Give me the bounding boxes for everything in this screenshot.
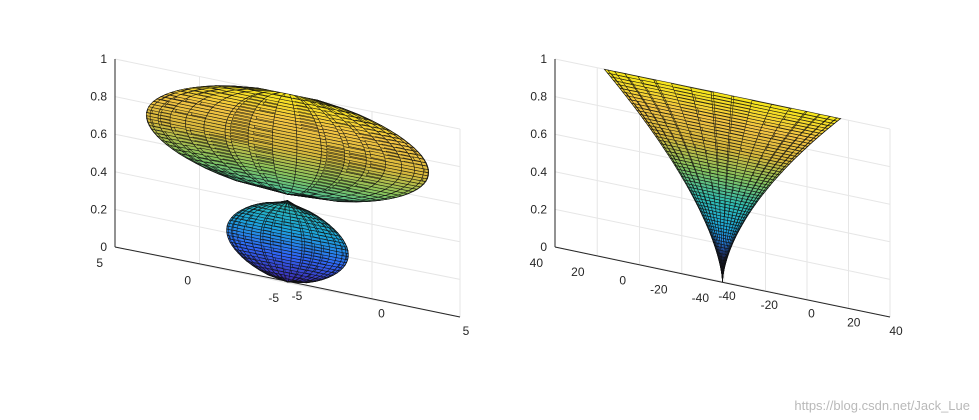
y-tick-label: -40 <box>692 291 710 305</box>
y-axis-line <box>554 246 722 283</box>
surface-patch <box>769 182 773 186</box>
z-tick-label: 0.6 <box>90 127 107 141</box>
x-tick-label: -20 <box>761 298 779 312</box>
z-tick-label: 1 <box>100 52 107 66</box>
z-tick-label: 0.2 <box>90 202 107 216</box>
surface-patch <box>287 200 296 206</box>
right-funnel-plot: 0 0.2 0.4 0.6 0.8 1 -40 -20 0 20 40 -40 -20 0 20 40 <box>530 52 903 338</box>
surface-patch <box>742 220 745 224</box>
z-tick-label: 0.2 <box>530 202 547 216</box>
y-tick-label: 20 <box>571 265 585 279</box>
surface-mesh <box>145 85 430 284</box>
z-tick-label: 1 <box>540 52 547 66</box>
y-tick-label: 0 <box>619 274 626 288</box>
tick-labels: 0 0.2 0.4 0.6 0.8 1 -40 -20 0 20 40 -40 -20 0 20 40 <box>530 52 903 338</box>
axis-lines <box>554 59 891 318</box>
x-tick-label: -40 <box>718 289 736 303</box>
grid-line <box>283 206 461 243</box>
z-tick-label: 0.4 <box>530 165 547 179</box>
x-tick-label: 40 <box>889 324 903 338</box>
y-tick-label: 40 <box>530 256 544 270</box>
y-axis-line <box>114 246 292 283</box>
z-tick-label: 0.8 <box>530 90 547 104</box>
x-tick-label: 5 <box>463 324 470 338</box>
axis-lines <box>114 59 461 318</box>
z-tick-label: 0.6 <box>530 127 547 141</box>
y-tick-label: -20 <box>650 282 668 296</box>
y-tick-label: -5 <box>268 291 279 305</box>
left-surface-plot: 0 0.2 0.4 0.6 0.8 1 -5 0 5 -5 0 5 <box>90 52 469 338</box>
surface-patch <box>723 266 725 271</box>
x-axis-line <box>290 281 461 318</box>
grid-line <box>114 171 285 208</box>
x-tick-label: 0 <box>378 307 385 321</box>
surface-mesh <box>603 68 842 283</box>
surface-patch <box>426 165 429 170</box>
surface-patch <box>749 209 752 213</box>
x-tick-label: -5 <box>292 289 303 303</box>
watermark-text: https://blog.csdn.net/Jack_Lue <box>794 398 970 413</box>
x-tick-label: 0 <box>808 307 815 321</box>
surface-patch <box>427 169 430 173</box>
surface-patch <box>752 204 756 208</box>
z-tick-label: 0.8 <box>90 90 107 104</box>
grid-line <box>554 208 725 245</box>
grid-line <box>723 243 891 280</box>
grid-line <box>723 206 891 243</box>
z-tick-label: 0.4 <box>90 165 107 179</box>
tick-labels: 0 0.2 0.4 0.6 0.8 1 -5 0 5 -5 0 5 <box>90 52 469 338</box>
y-tick-label: 5 <box>96 256 103 270</box>
x-axis-line <box>720 281 891 318</box>
surface-patch <box>836 118 842 122</box>
y-tick-label: 0 <box>184 274 191 288</box>
surface-patch <box>427 172 430 177</box>
x-tick-label: 20 <box>847 315 861 329</box>
z-tick-label: 0 <box>540 240 547 254</box>
surface-patch <box>347 250 349 254</box>
z-tick-label: 0 <box>100 240 107 254</box>
